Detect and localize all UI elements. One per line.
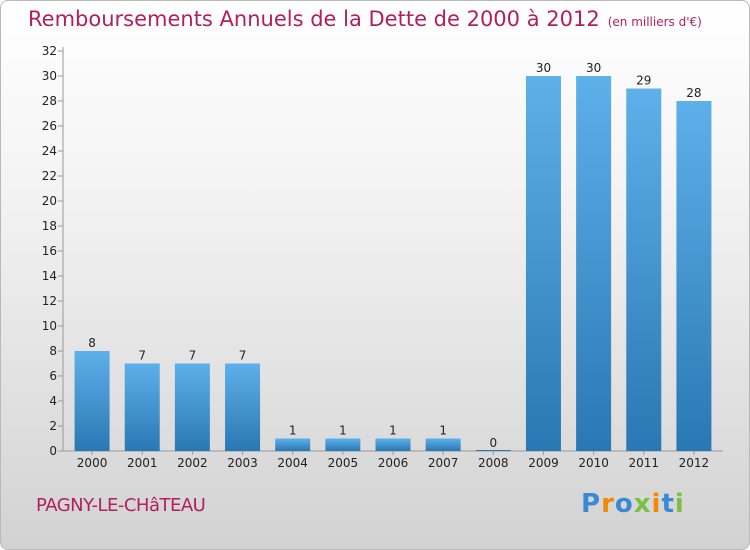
x-tick-label-2006: 2006 [378, 456, 409, 470]
y-tick-label: 24 [42, 144, 57, 158]
bar-2005 [325, 438, 361, 451]
value-label-2001: 7 [138, 349, 146, 363]
x-tick-label-2002: 2002 [177, 456, 208, 470]
value-label-2000: 8 [88, 336, 96, 350]
logo-letter: r [601, 489, 615, 519]
x-tick-label-2012: 2012 [679, 456, 710, 470]
value-label-2012: 28 [686, 86, 701, 100]
logo-letter: x [633, 489, 652, 519]
value-label-2010: 30 [586, 61, 601, 75]
bars-group [74, 76, 712, 451]
value-label-2011: 29 [636, 74, 651, 88]
value-label-2007: 1 [439, 424, 447, 438]
y-tick-label: 12 [42, 294, 57, 308]
value-label-2003: 7 [239, 349, 247, 363]
y-tick-label: 26 [42, 119, 57, 133]
chart-unit: (en milliers d'€) [607, 15, 702, 29]
bar-2002 [174, 363, 210, 451]
y-tick-label: 8 [49, 344, 57, 358]
x-tick-label-2007: 2007 [428, 456, 459, 470]
x-tick-label-2008: 2008 [478, 456, 509, 470]
bar-2007 [425, 438, 461, 451]
y-tick-label: 28 [42, 94, 57, 108]
logo-letter: P [581, 489, 602, 519]
y-tick-label: 30 [42, 69, 57, 83]
y-tick-label: 6 [49, 369, 57, 383]
logo-letter: i [651, 489, 662, 519]
x-tick-label-2010: 2010 [578, 456, 609, 470]
y-tick-label: 0 [49, 444, 57, 458]
bar-2011 [626, 88, 662, 451]
value-label-2008: 0 [489, 436, 497, 450]
place-name: PAGNY-LE-CHâTEAU [36, 495, 206, 516]
value-label-2009: 30 [536, 61, 551, 75]
logo-letter: i [674, 489, 685, 519]
logo-letter: o [614, 489, 634, 519]
x-tick-label-2000: 2000 [77, 456, 108, 470]
bar-2001 [124, 363, 160, 451]
value-label-2005: 1 [339, 424, 347, 438]
x-tick-label-2004: 2004 [277, 456, 308, 470]
value-label-2002: 7 [189, 349, 197, 363]
proxiti-logo: Proxiti [581, 489, 685, 519]
y-tick-label: 22 [42, 169, 57, 183]
y-tick-label: 18 [42, 219, 57, 233]
bar-2003 [225, 363, 261, 451]
y-tick-label: 32 [42, 44, 57, 58]
bar-2010 [576, 76, 612, 451]
bar-2012 [676, 101, 712, 451]
y-tick-label: 14 [42, 269, 57, 283]
y-tick-label: 16 [42, 244, 57, 258]
chart-title: Remboursements Annuels de la Dette de 20… [28, 7, 702, 31]
value-label-2004: 1 [289, 424, 297, 438]
bar-2000 [74, 351, 110, 451]
x-tick-label-2011: 2011 [628, 456, 659, 470]
bar-2006 [375, 438, 411, 451]
chart-title-text: Remboursements Annuels de la Dette de 20… [28, 7, 600, 31]
y-tick-label: 2 [49, 419, 57, 433]
value-label-2006: 1 [389, 424, 397, 438]
logo-letter: t [661, 489, 675, 519]
bar-2009 [525, 76, 561, 451]
x-tick-label-2005: 2005 [328, 456, 359, 470]
y-tick-label: 20 [42, 194, 57, 208]
y-tick-label: 10 [42, 319, 57, 333]
labels-group: 2000 8 2001 7 2002 7 2003 7 2004 1 2005 1 2006 1 2007 1… [77, 61, 709, 470]
x-tick-label-2009: 2009 [528, 456, 559, 470]
y-tick-label: 4 [49, 394, 57, 408]
x-tick-label-2001: 2001 [127, 456, 158, 470]
bar-2004 [275, 438, 311, 451]
x-tick-label-2003: 2003 [227, 456, 258, 470]
